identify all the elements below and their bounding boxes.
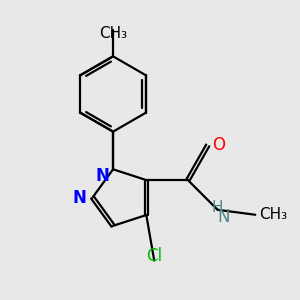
Text: N: N [95,167,109,185]
Text: H: H [212,200,224,215]
Text: N: N [218,208,230,226]
Text: CH₃: CH₃ [99,26,127,41]
Text: O: O [212,136,225,154]
Text: N: N [73,189,87,207]
Text: CH₃: CH₃ [259,207,287,222]
Text: Cl: Cl [146,247,162,265]
